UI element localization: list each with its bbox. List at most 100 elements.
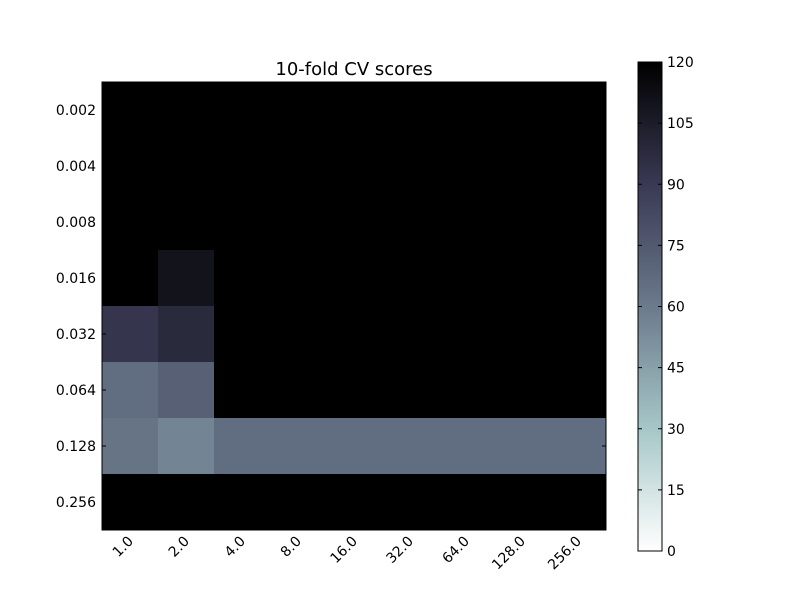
colorbar-tick-label: 45 [667, 361, 685, 377]
x-tick-label: 2.0 [166, 534, 193, 561]
heatmap-cell [158, 138, 215, 195]
colorbar-tick-label: 60 [667, 300, 685, 316]
heatmap-cell [382, 474, 439, 531]
heatmap-cell [214, 250, 271, 307]
heatmap-cell [382, 362, 439, 419]
colorbar-tick-label: 0 [667, 544, 676, 560]
heatmap-cell [214, 82, 271, 139]
heatmap-cell [102, 306, 159, 363]
heatmap-cell [326, 250, 383, 307]
heatmap-cell [382, 250, 439, 307]
heatmap-cell [102, 250, 159, 307]
heatmap-cell [102, 138, 159, 195]
heatmap-cell [438, 306, 495, 363]
heatmap-cell [382, 82, 439, 139]
heatmap-cell [494, 418, 551, 475]
y-tick-label: 0.008 [56, 215, 96, 231]
heatmap-cell [102, 194, 159, 251]
y-tick-label: 0.256 [56, 495, 96, 511]
heatmap-cell [550, 138, 607, 195]
heatmap-cell [438, 474, 495, 531]
colorbar-tick-label: 15 [667, 483, 685, 499]
heatmap-cell [158, 250, 215, 307]
heatmap-cell [326, 474, 383, 531]
x-tick-label: 8.0 [278, 534, 305, 561]
heatmap-cell [438, 138, 495, 195]
y-tick-label: 0.128 [56, 439, 96, 455]
chart-title: 10-fold CV scores [275, 59, 432, 80]
heatmap-cell [270, 82, 327, 139]
heatmap-cell [214, 474, 271, 531]
heatmap-cell [550, 194, 607, 251]
heatmap-cell [382, 306, 439, 363]
colorbar-tick-label: 90 [667, 177, 685, 193]
heatmap-cell [158, 82, 215, 139]
y-tick-label: 0.002 [56, 103, 96, 119]
heatmap-cell [270, 418, 327, 475]
heatmap-cell [158, 306, 215, 363]
colorbar-tick-label: 120 [667, 55, 694, 71]
heatmap-cell [438, 194, 495, 251]
heatmap-cell [494, 138, 551, 195]
heatmap-cell [102, 362, 159, 419]
heatmap-cell [102, 474, 159, 531]
heatmap-cell [326, 82, 383, 139]
heatmap-cell [382, 138, 439, 195]
heatmap-cell [214, 362, 271, 419]
colorbar-tick-label: 105 [667, 116, 694, 132]
x-tick-label: 1.0 [110, 534, 137, 561]
heatmap-cell [270, 306, 327, 363]
heatmap-cell [326, 306, 383, 363]
heatmap-cell [550, 474, 607, 531]
x-tick-label: 128.0 [489, 534, 529, 574]
heatmap-cell [326, 138, 383, 195]
heatmap-cell [438, 418, 495, 475]
heatmap-cell [494, 306, 551, 363]
colorbar-tick-label: 75 [667, 238, 685, 254]
x-tick-label: 256.0 [545, 534, 585, 574]
colorbar-ticks: 0 15 30 45 60 75 90 105 120 [638, 55, 694, 560]
x-tick-label: 64.0 [439, 534, 472, 567]
y-tick-label: 0.032 [56, 327, 96, 343]
heatmap-cell [102, 418, 159, 475]
heatmap-cell [438, 82, 495, 139]
heatmap-cell [214, 306, 271, 363]
heatmap-cell [494, 194, 551, 251]
heatmap-cell [494, 474, 551, 531]
heatmap-cell [550, 250, 607, 307]
heatmap-cells [102, 82, 607, 531]
heatmap-cell [270, 138, 327, 195]
heatmap-cell [158, 474, 215, 531]
heatmap-cell [494, 362, 551, 419]
heatmap-cell [550, 82, 607, 139]
heatmap-cell [270, 474, 327, 531]
heatmap-cell [382, 194, 439, 251]
heatmap-cell [326, 194, 383, 251]
heatmap-cell [158, 194, 215, 251]
heatmap-cell [158, 418, 215, 475]
heatmap-cell [382, 418, 439, 475]
heatmap-cell [270, 194, 327, 251]
x-tick-label: 4.0 [222, 534, 249, 561]
y-tick-label: 0.016 [56, 271, 96, 287]
heatmap-cell [214, 194, 271, 251]
heatmap-cell [214, 418, 271, 475]
heatmap-cell [326, 418, 383, 475]
heatmap-cell [158, 362, 215, 419]
heatmap-cell [270, 250, 327, 307]
heatmap-cell [550, 418, 607, 475]
heatmap-cell [550, 306, 607, 363]
heatmap-cell [550, 362, 607, 419]
y-tick-label: 0.004 [56, 159, 96, 175]
y-axis-ticks: 0.002 0.004 0.008 0.016 0.032 0.064 0.128 0.256 [56, 103, 606, 511]
heatmap-cell [102, 82, 159, 139]
heatmap-cell [438, 362, 495, 419]
y-tick-label: 0.064 [56, 383, 96, 399]
heatmap-cell [494, 250, 551, 307]
heatmap-cell [438, 250, 495, 307]
heatmap-cell [270, 362, 327, 419]
colorbar-tick-label: 30 [667, 422, 685, 438]
heatmap-cell [214, 138, 271, 195]
x-tick-label: 16.0 [327, 534, 360, 567]
